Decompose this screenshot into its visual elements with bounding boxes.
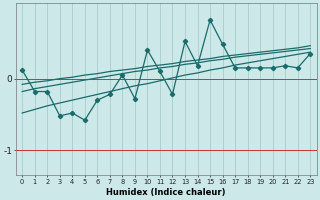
- X-axis label: Humidex (Indice chaleur): Humidex (Indice chaleur): [107, 188, 226, 197]
